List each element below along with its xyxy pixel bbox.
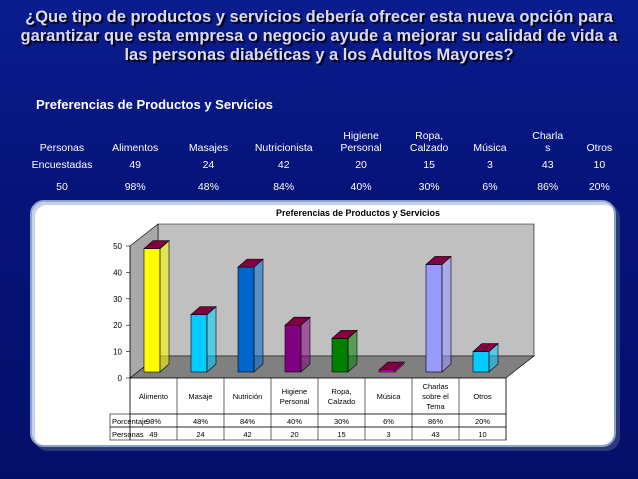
- category-label: Ropa,: [331, 387, 351, 396]
- summary-cell: 3: [487, 159, 493, 171]
- data-table-cell: 24: [196, 430, 204, 439]
- summary-cell: 10: [593, 159, 606, 171]
- category-label: Charlas: [423, 382, 449, 391]
- y-tick-label: 20: [113, 321, 122, 330]
- bar-front: [143, 248, 161, 373]
- data-table-row: [109, 413, 507, 428]
- summary-row: 50 98% 48% 84% 40% 30% 6% 86% 20%: [30, 176, 620, 198]
- bar-top: [237, 258, 264, 268]
- category-label: sobre el: [422, 392, 449, 401]
- bar-top: [425, 256, 452, 265]
- data-table-row: [109, 426, 507, 441]
- summary-header-cell: Personas: [39, 142, 85, 154]
- summary-cell: 98%: [124, 181, 146, 193]
- summary-header-cell: Masajes: [188, 142, 228, 154]
- data-table-cell: 49: [149, 430, 157, 439]
- summary-header-cell: Otros: [586, 142, 613, 154]
- y-tick-label: 50: [113, 242, 122, 251]
- summary-header-cell: Charla s: [532, 130, 564, 154]
- summary-cell: 20: [355, 159, 367, 171]
- summary-header-cell: Alimentos: [112, 142, 159, 154]
- data-table-cell: 86%: [428, 417, 443, 426]
- bar-side: [253, 258, 264, 373]
- y-tick-label: 30: [113, 295, 122, 304]
- data-table-cell: 6%: [383, 417, 394, 426]
- summary-header-cell: Nutricionista: [254, 142, 313, 154]
- category-label: Tema: [426, 402, 445, 411]
- data-table-cell: 3: [386, 430, 390, 439]
- data-table-cell: 48%: [193, 417, 208, 426]
- summary-table: Personas Alimentos Masajes Nutricionista…: [30, 124, 620, 198]
- category-label: Alimento: [139, 392, 168, 401]
- summary-cell: 49: [129, 159, 142, 171]
- summary-header-cell: Música: [473, 142, 507, 154]
- data-table-row-label: Personas: [112, 430, 144, 439]
- summary-cell: 43: [541, 159, 554, 171]
- category-label: Música: [377, 392, 402, 401]
- data-table-cell: 20: [290, 430, 298, 439]
- summary-cell: 84%: [273, 181, 295, 193]
- bar-side: [441, 255, 452, 373]
- summary-cell: 20%: [588, 181, 610, 193]
- bar-top: [378, 361, 405, 371]
- section-title: Preferencias de Productos y Servicios: [36, 97, 273, 112]
- summary-cell: 24: [202, 159, 215, 171]
- category-label: Personal: [280, 397, 310, 406]
- data-table-cell: 42: [243, 430, 251, 439]
- summary-header-cell: Ropa, Calzado: [409, 130, 449, 154]
- summary-cell: 30%: [418, 181, 440, 193]
- bar-top: [284, 316, 311, 326]
- category-label: Nutrición: [233, 392, 263, 401]
- y-tick-label: 10: [113, 348, 122, 357]
- category-label: Otros: [473, 392, 492, 401]
- y-tick-label: 40: [113, 268, 122, 277]
- bar-front: [331, 338, 349, 373]
- bar-front: [284, 324, 302, 373]
- data-table-cell: 20%: [475, 417, 490, 426]
- chart-panel: Preferencias de Productos y Servicios 0 10…: [30, 200, 616, 447]
- bar-front: [237, 266, 255, 373]
- summary-cell: 50: [56, 181, 68, 193]
- summary-cell: 42: [277, 159, 290, 171]
- summary-row: Encuestadas 49 24 42 20 15 3 43 10: [30, 154, 620, 176]
- summary-cell: 48%: [197, 181, 219, 193]
- bar-front: [190, 314, 208, 373]
- data-table-cell: 43: [431, 430, 439, 439]
- category-label: Calzado: [328, 397, 356, 406]
- bar-chart: Preferencias de Productos y Servicios 0 10…: [109, 208, 535, 441]
- bar-front: [472, 351, 490, 373]
- title-line-2: garantizar que esta empresa o negocio ay…: [20, 27, 618, 45]
- bar-top: [143, 240, 170, 249]
- bar-side: [206, 305, 217, 373]
- category-label: Masaje: [188, 392, 212, 401]
- bar-front: [425, 264, 443, 373]
- summary-cell: 6%: [482, 181, 498, 193]
- title-line-1: ¿Que tipo de productos y servicios deber…: [25, 8, 613, 26]
- data-table-cell: 40%: [287, 417, 302, 426]
- data-table-cell: 30%: [334, 417, 349, 426]
- bar-side: [300, 316, 311, 373]
- data-table-cell: 84%: [240, 417, 255, 426]
- bar-top: [190, 306, 217, 315]
- bar-top: [331, 330, 358, 339]
- slide-title: ¿Que tipo de productos y servicios deber…: [0, 8, 638, 65]
- summary-header-cell: Higiene Personal: [340, 130, 382, 154]
- bar-side: [159, 239, 170, 373]
- y-tick-label: 0: [118, 374, 123, 383]
- summary-cell: 15: [423, 159, 435, 171]
- data-table-cell: 98%: [146, 417, 161, 426]
- summary-cell: Encuestadas: [31, 159, 93, 171]
- summary-cell: 40%: [350, 181, 372, 193]
- summary-header-row: Personas Alimentos Masajes Nutricionista…: [30, 124, 620, 154]
- bar-top: [472, 343, 499, 352]
- title-line-3: las personas diabéticas y a los Adultos …: [124, 46, 514, 64]
- category-label: Higiene: [282, 387, 307, 396]
- summary-cell: 86%: [537, 181, 559, 193]
- data-table-cell: 15: [337, 430, 345, 439]
- chart-title: Preferencias de Productos y Servicios: [276, 208, 440, 218]
- data-table-cell: 10: [478, 430, 486, 439]
